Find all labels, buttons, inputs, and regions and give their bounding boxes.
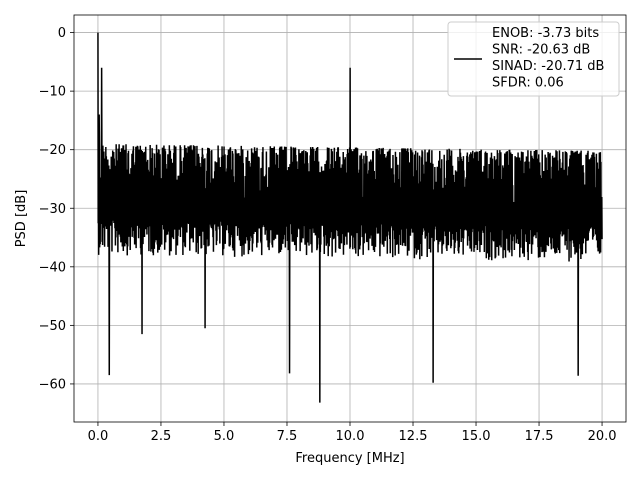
series-layer: [97, 32, 603, 403]
legend-label-line: ENOB: -3.73 bits: [492, 26, 599, 41]
y-tick-label: −30: [39, 202, 66, 217]
legend-label-line: SNR: -20.63 dB: [492, 43, 590, 58]
x-tick-label: 20.0: [588, 429, 617, 444]
y-tick-label: −20: [39, 143, 66, 158]
x-tick-label: 10.0: [336, 429, 365, 444]
x-tick-label: 12.5: [399, 429, 428, 444]
legend-label-line: SFDR: 0.06: [492, 76, 564, 91]
x-tick-label: 7.5: [277, 429, 298, 444]
x-tick-label: 2.5: [151, 429, 172, 444]
psd-series-line: [97, 32, 603, 403]
y-tick-label: −50: [39, 319, 66, 334]
legend: ENOB: -3.73 bits SNR: -20.63 dB SINAD: -20…: [447, 21, 620, 97]
legend-box: [447, 21, 620, 97]
x-axis-ticks: 0.0 2.5 5.0 7.5 10.0 12.5 15.0 17.5 20.0: [88, 422, 617, 444]
x-tick-label: 5.0: [214, 429, 235, 444]
y-tick-label: −40: [39, 260, 66, 275]
x-tick-label: 0.0: [88, 429, 109, 444]
legend-label: ENOB: -3.73 bits SNR: -20.63 dB SINAD: -20…: [492, 26, 604, 91]
y-tick-label: 0: [58, 26, 66, 41]
y-tick-label: −60: [39, 377, 66, 392]
x-tick-label: 17.5: [525, 429, 554, 444]
x-axis-title: Frequency [MHz]: [295, 451, 404, 466]
x-tick-label: 15.0: [462, 429, 491, 444]
y-tick-label: −10: [39, 85, 66, 100]
y-axis-title: PSD [dB]: [14, 190, 29, 248]
legend-label-line: SINAD: -20.71 dB: [492, 59, 604, 74]
y-axis-ticks: 0 −10 −20 −30 −40 −50 −60: [39, 26, 74, 392]
